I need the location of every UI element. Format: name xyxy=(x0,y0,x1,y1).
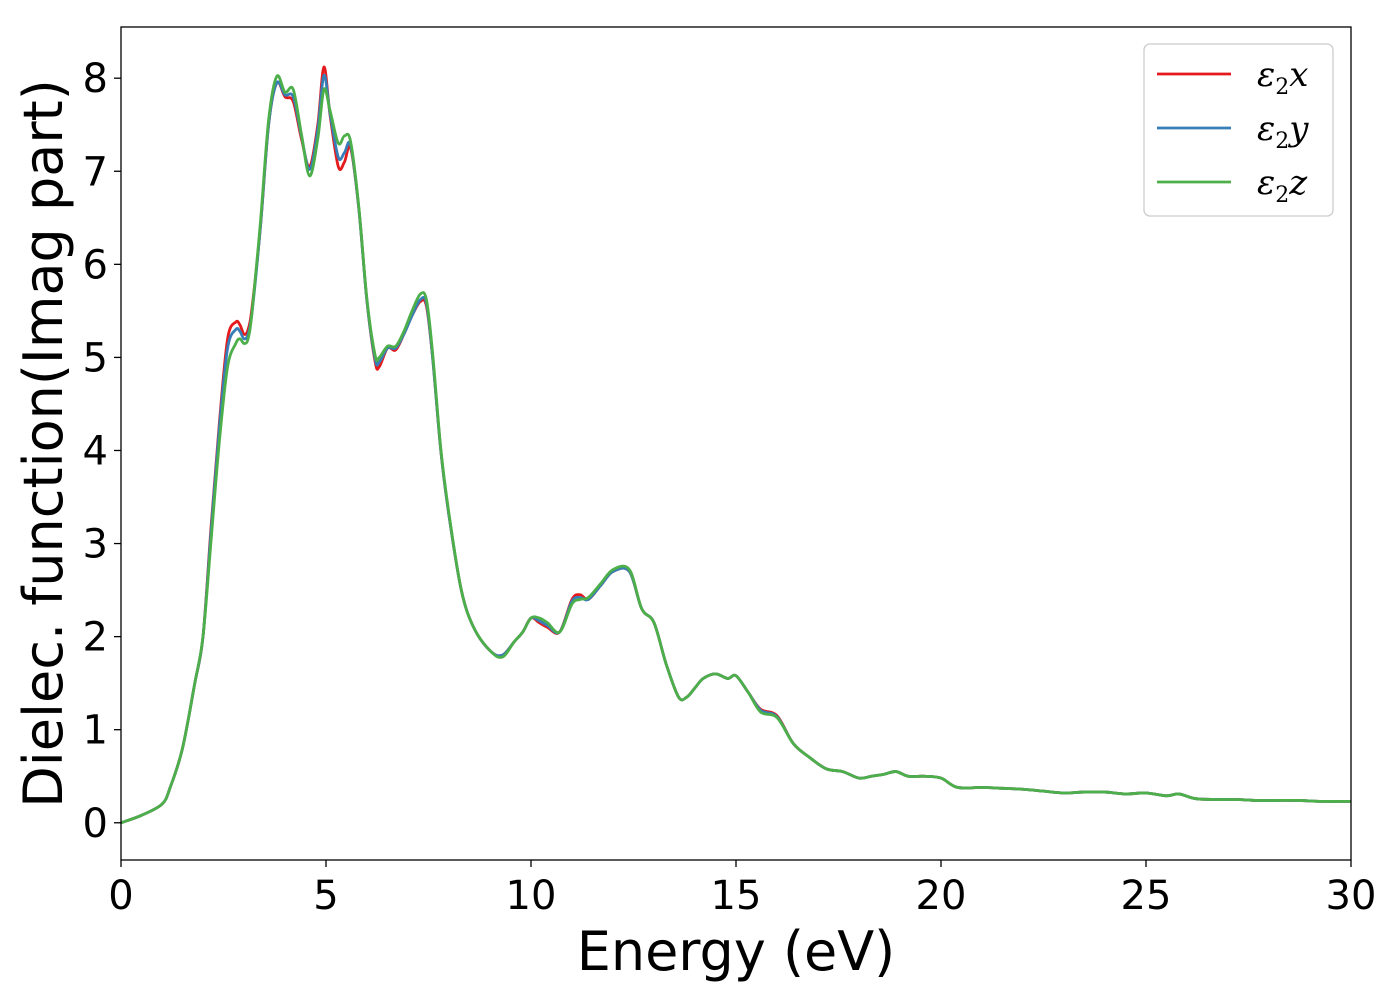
x-tick-label: 30 xyxy=(1326,873,1377,919)
legend-label-x: ε2x xyxy=(1257,55,1308,100)
y-axis: 0 1 2 3 4 5 6 7 8 xyxy=(83,56,121,847)
series-layer xyxy=(121,65,1351,825)
y-tick-label: 5 xyxy=(83,335,108,381)
legend-label-y: ε2y xyxy=(1257,109,1309,154)
y-tick-label: 2 xyxy=(83,615,108,661)
x-tick-label: 20 xyxy=(916,873,967,919)
y-tick-label: 3 xyxy=(83,522,108,568)
x-tick-label: 15 xyxy=(711,873,762,919)
legend: ε2x ε2y ε2z xyxy=(1143,43,1334,217)
series-line-z xyxy=(121,74,1351,825)
y-tick-label: 8 xyxy=(83,56,108,102)
y-tick-label: 4 xyxy=(83,428,108,474)
x-tick-label: 5 xyxy=(313,873,338,919)
x-axis-label: Energy (eV) xyxy=(577,920,896,983)
x-tick-label: 10 xyxy=(506,873,557,919)
y-tick-label: 7 xyxy=(83,149,108,195)
legend-box xyxy=(1143,43,1334,217)
x-axis: 0 5 10 15 20 25 30 xyxy=(108,860,1376,919)
y-tick-label: 0 xyxy=(83,801,108,847)
y-axis-label: Dielec. function(Imag part) xyxy=(12,79,75,808)
legend-label-z: ε2z xyxy=(1257,163,1308,208)
x-tick-label: 0 xyxy=(108,873,133,919)
x-tick-label: 25 xyxy=(1121,873,1172,919)
y-tick-label: 6 xyxy=(83,242,108,288)
y-tick-label: 1 xyxy=(83,708,108,754)
